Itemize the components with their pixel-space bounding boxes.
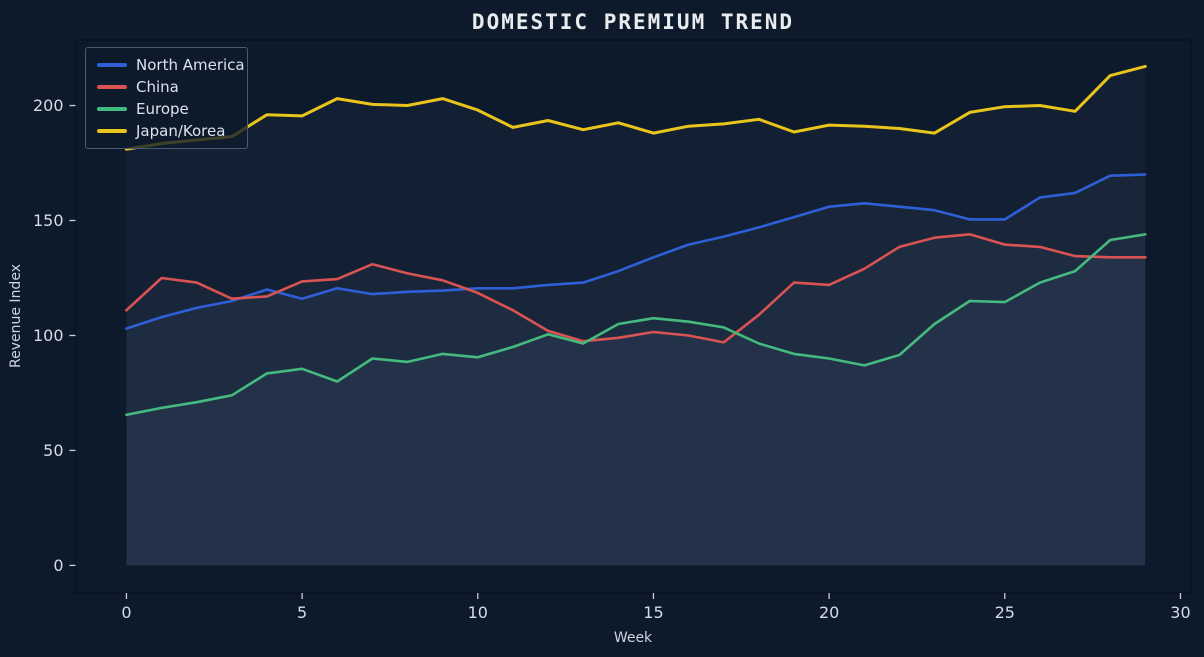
legend-item-japan-korea: Japan/Korea — [97, 120, 237, 142]
y-tick-label: 150 — [33, 211, 64, 230]
legend-swatch — [97, 129, 127, 133]
plot-frame — [74, 39, 1192, 594]
y-tick-label: 50 — [43, 441, 63, 460]
area-north-america — [126, 174, 1146, 566]
area-china — [126, 234, 1146, 566]
axis-ticks: 0 5 10 15 20 25 30 0 50 100 150 200 — [33, 96, 1191, 622]
line-europe — [125, 233, 1147, 417]
legend-label: Europe — [136, 100, 189, 118]
x-tick-label: 20 — [819, 603, 839, 622]
series-lines — [124, 64, 1147, 417]
area-japan-korea — [126, 66, 1146, 566]
y-tick-label: 0 — [53, 556, 63, 575]
legend-swatch — [97, 63, 127, 67]
legend-swatch — [97, 107, 127, 111]
x-tick-label: 15 — [643, 603, 663, 622]
y-tick-label: 100 — [33, 326, 64, 345]
legend: North America China Europe Japan/Korea — [85, 47, 248, 149]
x-tick-label: 25 — [995, 603, 1015, 622]
y-axis-label: Revenue Index — [8, 264, 24, 368]
y-tick-label: 200 — [33, 96, 64, 115]
area-europe — [126, 234, 1146, 566]
legend-item-china: China — [97, 76, 237, 98]
chart-title: DOMESTIC PREMIUM TREND — [472, 10, 794, 34]
area-fills — [126, 66, 1146, 566]
legend-item-north-america: North America — [97, 54, 245, 76]
legend-label: Japan/Korea — [136, 122, 226, 140]
x-tick-label: 30 — [1170, 603, 1190, 622]
line-japan-korea — [124, 64, 1147, 151]
legend-item-europe: Europe — [97, 98, 237, 120]
x-tick-label: 5 — [297, 603, 307, 622]
legend-label: China — [136, 78, 179, 96]
line-china — [125, 233, 1147, 344]
legend-label: North America — [136, 56, 245, 74]
legend-swatch — [97, 85, 127, 89]
x-axis-label: Week — [614, 630, 653, 646]
line-north-america — [125, 173, 1147, 330]
x-tick-label: 0 — [121, 603, 131, 622]
x-tick-label: 10 — [468, 603, 488, 622]
